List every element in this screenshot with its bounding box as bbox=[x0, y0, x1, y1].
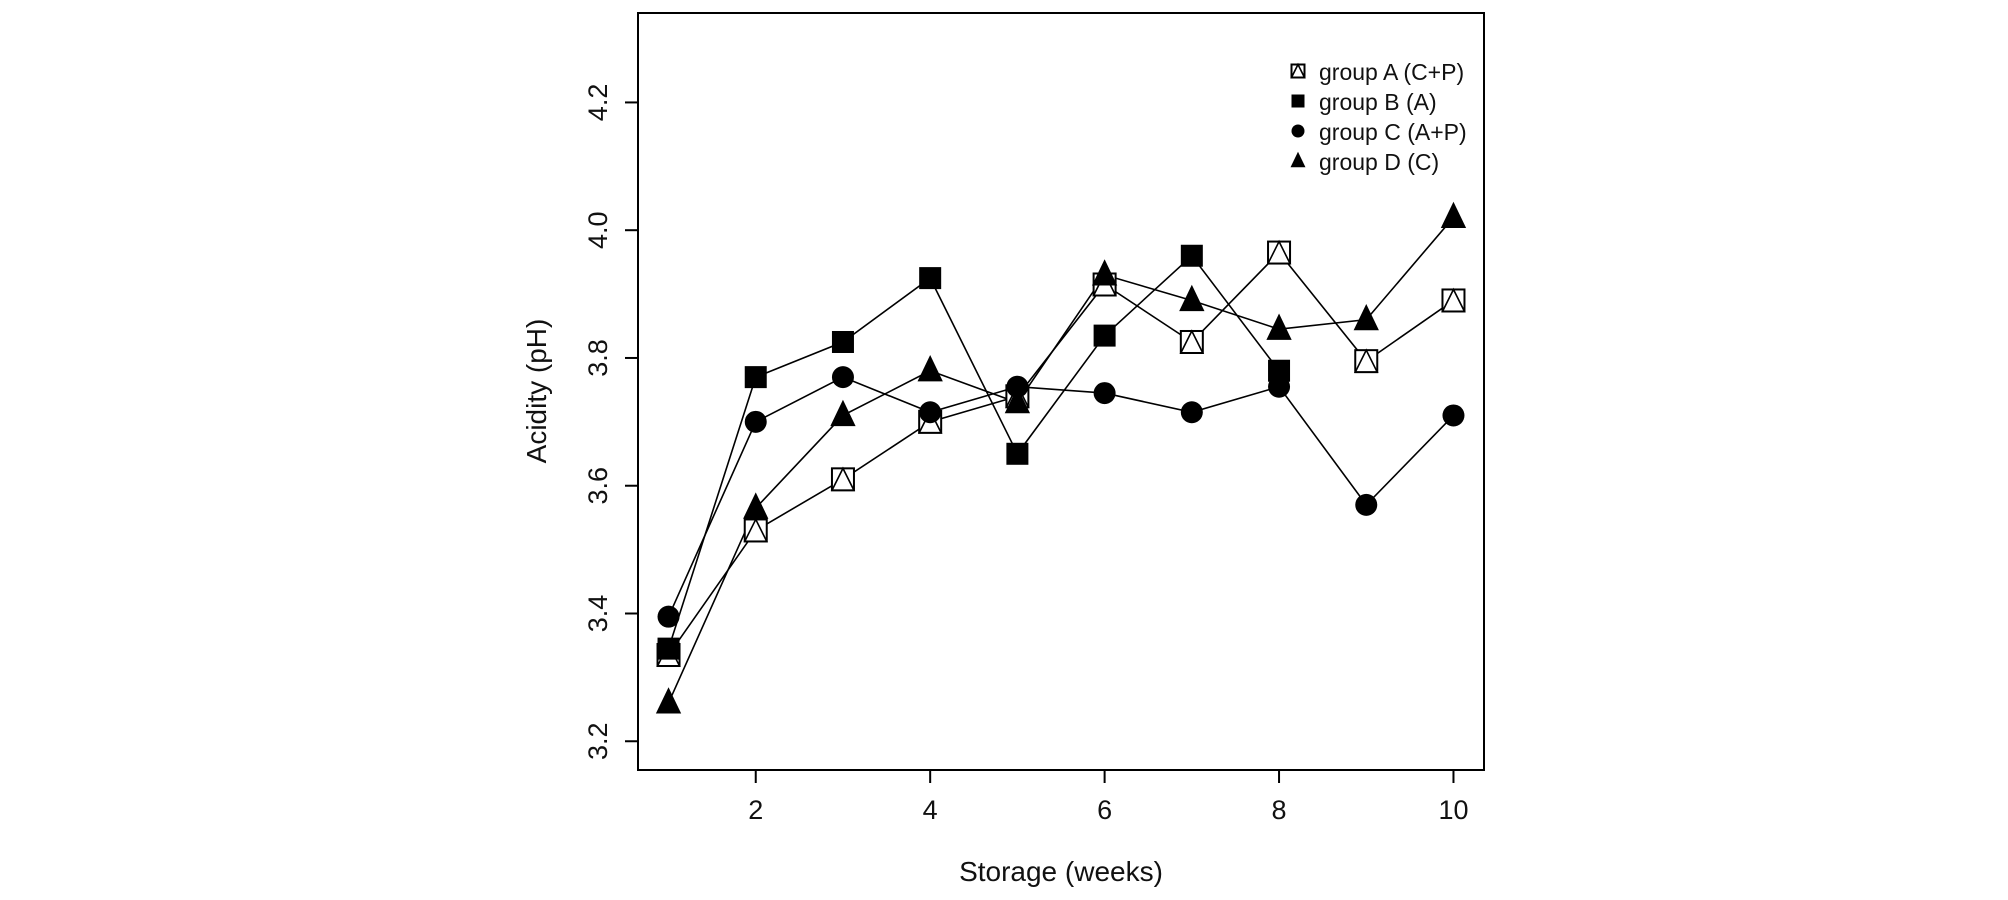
y-tick-label-3-6: 3.6 bbox=[583, 467, 613, 505]
y-tick-label-3-2: 3.2 bbox=[583, 722, 613, 760]
y-tick-label-4: 4.0 bbox=[583, 211, 613, 249]
series-line-group-d-c bbox=[667, 216, 1455, 704]
x-axis-label: Storage (weeks) bbox=[959, 856, 1163, 887]
y-axis-label: Acidity (pH) bbox=[521, 319, 552, 464]
series-line-group-c-a-p bbox=[667, 376, 1455, 618]
point-group-d-c-week-10 bbox=[1440, 201, 1467, 229]
x-tick-label-10: 10 bbox=[1438, 795, 1468, 825]
point-group-c-a-p-week-5 bbox=[1006, 375, 1029, 398]
series-line-group-b-a bbox=[667, 254, 1280, 649]
point-group-a-c-p-week-10 bbox=[1441, 287, 1466, 313]
point-group-d-c-week-9 bbox=[1353, 303, 1379, 331]
axes: 2 4 6 8 10 3.2 3.4 3.6 3.8 4.0 4.2 bbox=[583, 84, 1468, 825]
plot-frame bbox=[637, 12, 1485, 771]
legend-marker-group-d-c bbox=[1290, 151, 1306, 168]
legend-marker-group-c-a-p bbox=[1291, 124, 1305, 138]
y-tick-label-3-8: 3.8 bbox=[583, 339, 613, 377]
point-group-c-a-p-week-8 bbox=[1268, 375, 1291, 398]
point-group-b-a-week-5 bbox=[1006, 442, 1029, 465]
point-group-b-a-week-6 bbox=[1093, 324, 1116, 347]
x-tick-label-8: 8 bbox=[1272, 795, 1287, 825]
point-group-b-a-week-8 bbox=[1268, 359, 1291, 382]
legend-label-group-b-a: group B (A) bbox=[1319, 89, 1437, 115]
point-group-c-a-p-week-1 bbox=[657, 605, 680, 628]
legend-label-group-c-a-p: group C (A+P) bbox=[1319, 119, 1467, 145]
point-group-c-a-p-week-7 bbox=[1180, 401, 1203, 424]
x-tick-label-4: 4 bbox=[923, 795, 938, 825]
legend-marker-group-a-c-p bbox=[1290, 62, 1306, 79]
point-group-d-c-week-3 bbox=[830, 399, 856, 427]
point-group-d-c-week-6 bbox=[1091, 259, 1118, 286]
point-group-d-c-week-2 bbox=[743, 492, 769, 519]
y-tick-label-4-2: 4.2 bbox=[583, 84, 613, 122]
point-group-b-a-week-4 bbox=[919, 267, 942, 290]
x-tick-label-2: 2 bbox=[748, 795, 763, 825]
legend-label-group-a-c-p: group A (C+P) bbox=[1319, 59, 1464, 85]
point-group-a-c-p-week-8 bbox=[1266, 239, 1292, 265]
point-group-c-a-p-week-10 bbox=[1442, 404, 1465, 427]
point-group-b-a-week-1 bbox=[657, 637, 680, 660]
legend-marker-group-b-a bbox=[1291, 94, 1305, 108]
point-group-a-c-p-week-2 bbox=[743, 517, 769, 543]
point-group-d-c-week-4 bbox=[917, 355, 943, 382]
point-group-c-a-p-week-3 bbox=[831, 366, 854, 389]
point-group-a-c-p-week-7 bbox=[1179, 329, 1205, 354]
series-line-group-a-c-p bbox=[667, 251, 1454, 656]
point-group-c-a-p-week-6 bbox=[1093, 382, 1116, 405]
point-group-d-c-week-8 bbox=[1266, 313, 1292, 340]
series-markers bbox=[655, 201, 1467, 714]
x-tick-label-6: 6 bbox=[1097, 795, 1112, 825]
point-group-b-a-week-7 bbox=[1180, 244, 1203, 267]
legend-label-group-d-c: group D (C) bbox=[1319, 149, 1439, 175]
point-group-c-a-p-week-2 bbox=[744, 410, 767, 433]
point-group-b-a-week-2 bbox=[744, 366, 767, 389]
point-group-d-c-week-1 bbox=[655, 687, 682, 714]
point-group-a-c-p-week-9 bbox=[1353, 348, 1379, 374]
point-group-d-c-week-5 bbox=[1004, 386, 1031, 414]
series-lines bbox=[667, 216, 1455, 704]
point-group-c-a-p-week-9 bbox=[1355, 493, 1378, 516]
point-group-a-c-p-week-3 bbox=[830, 466, 856, 492]
point-group-d-c-week-7 bbox=[1179, 284, 1205, 312]
legend: group A (C+P) group B (A) group C (A+P) gro… bbox=[1290, 59, 1467, 175]
point-group-b-a-week-3 bbox=[831, 330, 854, 353]
y-tick-label-3-4: 3.4 bbox=[583, 595, 613, 633]
point-group-c-a-p-week-4 bbox=[919, 401, 942, 424]
